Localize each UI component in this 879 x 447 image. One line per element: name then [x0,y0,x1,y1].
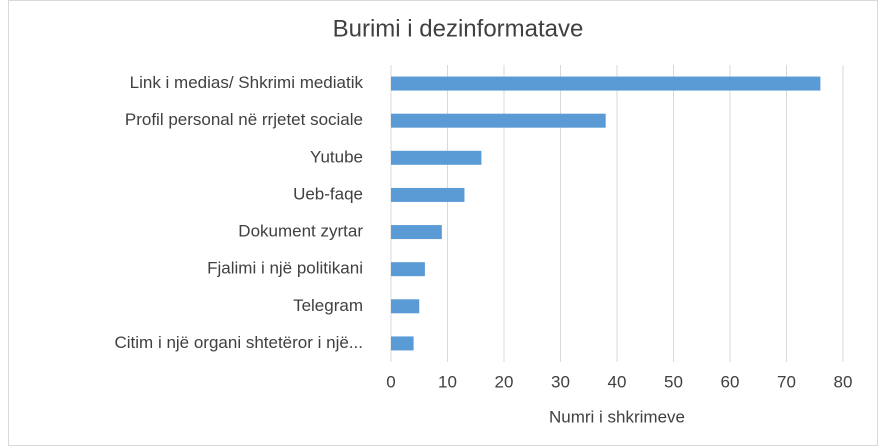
y-tick-label: Citim i një organi shtetëror i një... [115,333,364,352]
bar [391,113,606,128]
y-tick-label: Dokument zyrtar [238,222,363,241]
x-tick-label: 50 [664,372,683,391]
y-tick-label: Ueb-faqe [293,184,363,203]
x-tick-label: 40 [608,372,627,391]
y-tick-label: Yutube [310,147,363,166]
x-tick-label: 0 [386,372,395,391]
bar [391,76,821,91]
x-tick-label: 10 [438,372,457,391]
y-tick-label: Fjalimi i një politikani [207,259,363,278]
bar [391,150,482,165]
x-tick-label: 70 [777,372,796,391]
y-tick-label: Link i medias/ Shkrimi mediatik [130,73,364,92]
bar [391,336,414,351]
y-tick-label: Telegram [293,296,363,315]
bar [391,187,465,202]
y-tick-label: Profil personal në rrjetet sociale [125,110,363,129]
x-tick-label: 60 [721,372,740,391]
x-tick-label: 80 [834,372,853,391]
x-axis-label: Numri i shkrimeve [549,407,685,426]
chart-title: Burimi i dezinformatave [333,15,584,42]
x-tick-label: 20 [495,372,514,391]
chart-border [8,0,878,446]
x-tick-label: 30 [551,372,570,391]
bar [391,299,420,314]
bar [391,262,425,277]
bar [391,225,442,240]
